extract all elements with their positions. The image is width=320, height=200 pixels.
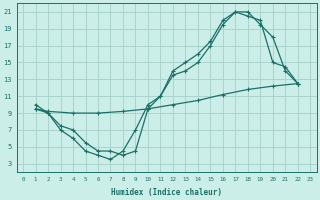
X-axis label: Humidex (Indice chaleur): Humidex (Indice chaleur) [111,188,222,197]
